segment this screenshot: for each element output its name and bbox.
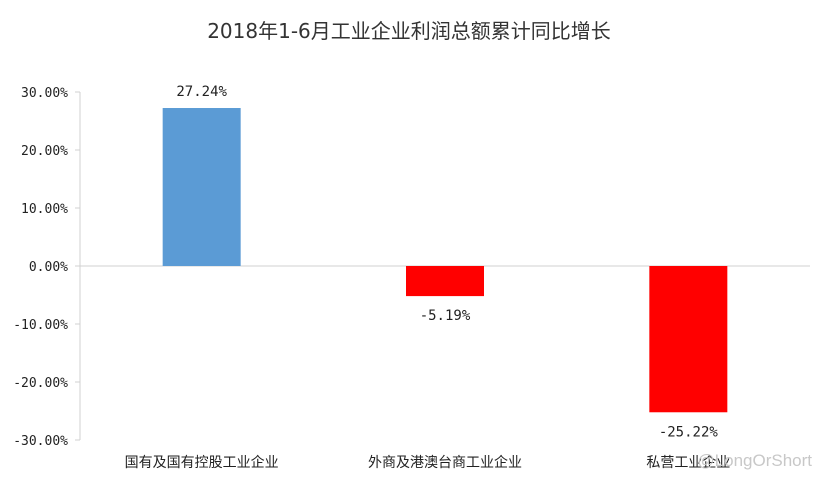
y-tick-label: -20.00% — [13, 376, 68, 391]
bar-1 — [162, 108, 241, 267]
category-label-2: 外商及港澳台商工业企业 — [368, 454, 522, 471]
data-label-1: 27.24% — [176, 84, 227, 100]
category-label-3: 私营工业企业 — [646, 454, 730, 471]
y-tick-label: 0.00% — [29, 260, 68, 275]
y-tick-label: 20.00% — [21, 144, 68, 159]
chart-title: 2018年1-6月工业企业利润总额累计同比增长 — [207, 19, 611, 43]
bar-2 — [406, 266, 484, 297]
y-tick-label: 30.00% — [21, 86, 68, 101]
category-label-1: 国有及国有控股工业企业 — [125, 454, 279, 471]
bar-3 — [649, 266, 728, 413]
y-tick-label: 10.00% — [21, 202, 68, 217]
bars — [162, 108, 728, 413]
data-labels: 27.24% -5.19% -25.22% — [176, 84, 718, 440]
data-label-3: -25.22% — [659, 424, 719, 440]
x-axis-categories: 国有及国有控股工业企业 外商及港澳台商工业企业 私营工业企业 — [125, 454, 731, 471]
y-tick-label: -30.00% — [13, 434, 68, 449]
data-label-2: -5.19% — [420, 308, 471, 324]
y-tick-label: -10.00% — [13, 318, 68, 333]
watermark: @LongOrShort — [697, 451, 812, 470]
